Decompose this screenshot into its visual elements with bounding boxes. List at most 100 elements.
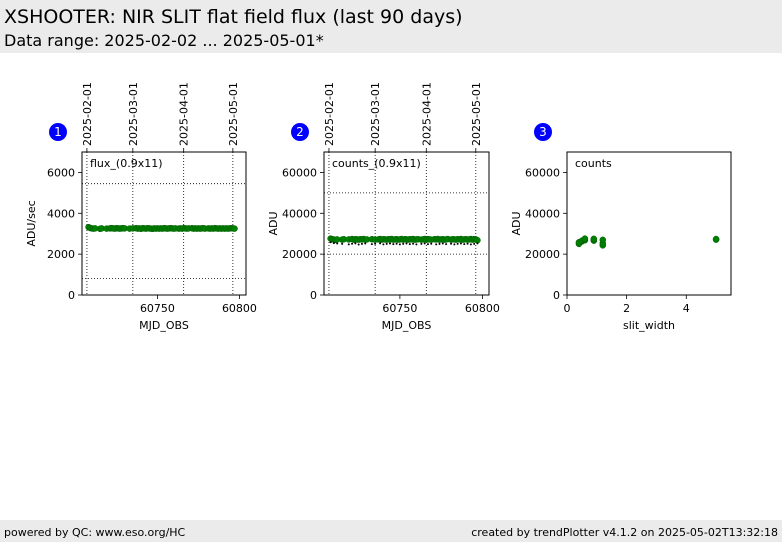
y-tick-label: 4000 bbox=[47, 207, 75, 220]
x-tick-label: 60750 bbox=[140, 302, 175, 315]
reference-point bbox=[405, 242, 408, 245]
footer-created-by: created by trendPlotter v4.1.2 on 2025-0… bbox=[471, 526, 778, 539]
reference-point bbox=[415, 243, 418, 246]
date-tick-label: 2025-05-01 bbox=[227, 82, 240, 146]
reference-point bbox=[392, 243, 395, 246]
reference-point bbox=[402, 242, 405, 245]
reference-point bbox=[463, 243, 466, 246]
panel-number-badge bbox=[49, 123, 67, 141]
date-tick-label: 2025-02-01 bbox=[81, 82, 94, 146]
reference-point bbox=[438, 242, 441, 245]
y-tick-label: 60000 bbox=[525, 166, 560, 179]
y-axis-label: ADU/sec bbox=[25, 200, 38, 246]
y-tick-label: 0 bbox=[310, 289, 317, 302]
reference-point bbox=[357, 243, 360, 246]
reference-point bbox=[456, 242, 459, 245]
reference-point bbox=[398, 243, 401, 246]
reference-point bbox=[351, 242, 354, 245]
footer-powered-by: powered by QC: www.eso.org/HC bbox=[4, 526, 186, 539]
plot-annotation: counts_(0.9x11) bbox=[332, 157, 421, 170]
x-tick-label: 60800 bbox=[465, 302, 500, 315]
reference-point bbox=[473, 242, 476, 245]
plot-annotation: flux_(0.9x11) bbox=[90, 157, 163, 170]
x-tick-label: 4 bbox=[683, 302, 690, 315]
reference-point bbox=[336, 242, 339, 245]
panel-number-badge bbox=[534, 123, 552, 141]
reference-point bbox=[426, 243, 429, 246]
y-tick-label: 60000 bbox=[282, 166, 317, 179]
x-tick-label: 60750 bbox=[382, 302, 417, 315]
date-tick-label: 2025-05-01 bbox=[470, 82, 483, 146]
reference-point bbox=[347, 243, 350, 246]
y-tick-label: 20000 bbox=[525, 248, 560, 261]
footer-bar: powered by QC: www.eso.org/HC created by… bbox=[0, 520, 782, 542]
x-axis-label: slit_width bbox=[623, 319, 675, 332]
reference-point bbox=[364, 242, 367, 245]
reference-point bbox=[423, 242, 426, 245]
reference-point bbox=[408, 243, 411, 246]
page-title: XSHOOTER: NIR SLIT flat field flux (last… bbox=[4, 6, 463, 28]
reference-point bbox=[382, 243, 385, 246]
x-tick-label: 0 bbox=[564, 302, 571, 315]
reference-point bbox=[329, 241, 332, 244]
data-point bbox=[599, 236, 607, 244]
x-axis-label: MJD_OBS bbox=[382, 319, 432, 332]
chart-panel-2: 2025-02-01 2025-03-01 2025-04-01 2025-05-01… bbox=[267, 82, 500, 332]
y-tick-label: 40000 bbox=[525, 207, 560, 220]
panel-number-label: 3 bbox=[539, 125, 547, 139]
reference-point bbox=[385, 242, 388, 245]
data-point bbox=[712, 235, 720, 243]
data-point bbox=[231, 225, 238, 232]
reference-point bbox=[466, 242, 469, 245]
y-tick-label: 0 bbox=[68, 289, 75, 302]
y-tick-label: 0 bbox=[553, 289, 560, 302]
reference-point bbox=[420, 242, 423, 245]
y-tick-label: 6000 bbox=[47, 166, 75, 179]
plot-annotation: counts bbox=[575, 157, 612, 170]
header-bar: XSHOOTER: NIR SLIT flat field flux (last… bbox=[0, 0, 782, 53]
reference-point bbox=[435, 243, 438, 246]
x-axis-label: MJD_OBS bbox=[139, 319, 189, 332]
reference-point bbox=[332, 242, 335, 245]
date-tick-label: 2025-04-01 bbox=[420, 82, 433, 146]
panel-number-label: 1 bbox=[54, 125, 62, 139]
chart-panel-1: 2025-02-01 2025-03-01 2025-04-01 2025-05-01… bbox=[25, 82, 257, 332]
panel-number-label: 2 bbox=[296, 125, 304, 139]
reference-point bbox=[379, 242, 382, 245]
reference-point bbox=[354, 242, 357, 245]
reference-point bbox=[374, 242, 377, 245]
date-tick-label: 2025-02-01 bbox=[323, 82, 336, 146]
y-tick-label: 2000 bbox=[47, 248, 75, 261]
plot-frame bbox=[323, 151, 490, 296]
reference-point bbox=[441, 242, 444, 245]
y-tick-label: 20000 bbox=[282, 248, 317, 261]
reference-point bbox=[341, 242, 344, 245]
reference-point bbox=[389, 242, 391, 245]
reference-point bbox=[445, 243, 448, 246]
reference-point bbox=[370, 243, 373, 246]
reference-point bbox=[412, 242, 415, 245]
reference-point bbox=[450, 242, 453, 245]
date-tick-label: 2025-03-01 bbox=[127, 82, 140, 146]
reference-point bbox=[476, 242, 479, 245]
chart-panel-3: 0 20000 40000 60000 0 2 4 slit_width ADU counts 3 bbox=[510, 123, 732, 332]
y-axis-label: ADU bbox=[510, 211, 523, 235]
x-tick-label: 60800 bbox=[222, 302, 257, 315]
y-axis-label: ADU bbox=[267, 211, 280, 235]
reference-point bbox=[360, 242, 363, 245]
y-tick-label: 40000 bbox=[282, 207, 317, 220]
data-range-subtitle: Data range: 2025-02-02 ... 2025-05-01* bbox=[4, 31, 324, 50]
plot-frame bbox=[81, 151, 247, 296]
date-tick-label: 2025-04-01 bbox=[178, 82, 191, 146]
reference-point bbox=[395, 242, 398, 245]
x-tick-label: 2 bbox=[623, 302, 630, 315]
data-point bbox=[581, 235, 589, 242]
data-point bbox=[590, 235, 598, 243]
panel-number-badge bbox=[291, 123, 309, 141]
reference-point bbox=[430, 242, 433, 245]
reference-point bbox=[453, 243, 456, 246]
reference-point bbox=[459, 242, 462, 245]
reference-point bbox=[469, 243, 472, 246]
plot-frame bbox=[566, 151, 732, 296]
